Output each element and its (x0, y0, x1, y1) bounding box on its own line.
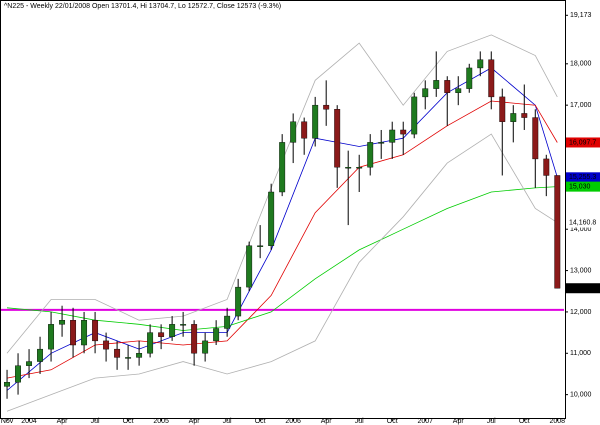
candle-body (488, 59, 495, 98)
y-tick-label: 14,000 (570, 226, 592, 233)
candle-body (103, 340, 110, 350)
x-tick-label: Oct (519, 418, 530, 425)
candle-body (191, 324, 198, 354)
candle-body (279, 142, 286, 193)
price-label-box (566, 217, 600, 228)
candle-body (4, 382, 10, 387)
price-label: 15,030 (569, 183, 591, 190)
candle-body (81, 319, 88, 346)
candle-body (290, 121, 297, 143)
candle-body (224, 315, 231, 329)
indicator-line (6, 133, 558, 412)
price-label: 16,097.7 (569, 139, 596, 146)
candle-body (411, 96, 418, 135)
y-tick-label: 19,173 (570, 12, 592, 19)
x-tick-label: Oct (387, 418, 398, 425)
candle-body (147, 332, 154, 354)
x-tick-label: Oct (123, 418, 134, 425)
price-label-box (566, 172, 600, 183)
candle-body (323, 104, 330, 110)
y-tick-label: 17,000 (570, 102, 592, 109)
candle-body (180, 324, 187, 326)
candle-body (213, 328, 220, 342)
x-tick-label: Apr (57, 418, 69, 425)
x-tick-label: 2006 (285, 418, 301, 425)
candle-body (455, 88, 462, 93)
candle-body (521, 113, 528, 118)
candle-body (400, 129, 407, 135)
candle-body (543, 158, 550, 176)
x-tick-label: Jul (487, 418, 496, 425)
candle-body (136, 353, 143, 358)
y-tick-label: 18,000 (570, 61, 592, 68)
candle-body (367, 142, 374, 168)
candle-body (466, 67, 473, 89)
candle-body (532, 117, 539, 160)
candle-body (235, 286, 242, 317)
candle-body (554, 175, 561, 289)
candle-body (125, 357, 132, 359)
candle-body (422, 88, 429, 98)
candle-body (202, 340, 209, 354)
candle-body (59, 319, 66, 325)
candle-body (312, 104, 319, 139)
candle-body (268, 191, 275, 246)
x-tick-label: Apr (453, 418, 465, 425)
candle-body (26, 361, 33, 366)
candle-body (15, 365, 21, 383)
candle-body (114, 348, 121, 358)
x-tick-label: Jul (355, 418, 364, 425)
indicator-line (6, 186, 558, 331)
x-tick-label: Nov (1, 418, 14, 425)
x-tick-label: Jul (223, 418, 232, 425)
price-label-box (566, 181, 600, 192)
candle-body (499, 96, 506, 122)
x-tick-label: 2007 (417, 418, 433, 425)
y-tick-label: 10,000 (570, 391, 592, 398)
price-label-box (566, 137, 600, 148)
chart-title: ^N225 - Weekly 22/01/2008 Open 13701.4, … (4, 3, 281, 10)
x-tick-label: Jul (91, 418, 100, 425)
candle-body (356, 166, 363, 169)
price-label: 14,160.8 (569, 219, 596, 226)
candle-body (477, 59, 484, 69)
candle-body (92, 319, 99, 342)
candle-body (345, 166, 352, 169)
x-tick-label: 2008 (550, 418, 566, 425)
x-tick-label: Apr (189, 418, 201, 425)
y-tick-label: 13,000 (570, 267, 592, 274)
candle-body (389, 129, 396, 143)
candle-body (301, 121, 308, 139)
candle-body (433, 80, 440, 89)
indicator-line (6, 67, 558, 391)
price-label: 15,255.3 (569, 174, 596, 181)
x-tick-label: 2004 (21, 418, 37, 425)
candle-body (48, 324, 55, 350)
candle-body (246, 245, 253, 288)
candle-body (70, 319, 77, 346)
x-tick-label: Oct (255, 418, 266, 425)
price-label-box (566, 283, 600, 294)
candle-body (37, 348, 44, 362)
y-tick-label: 12,000 (570, 309, 592, 316)
x-tick-label: 2005 (153, 418, 169, 425)
indicator-line (6, 100, 558, 379)
candle-body (158, 332, 165, 337)
y-tick-label: 11,000 (570, 350, 591, 357)
candle-body (334, 109, 341, 168)
x-tick-label: Apr (321, 418, 333, 425)
candle-body (378, 142, 385, 144)
candle-body (444, 80, 451, 93)
candle-body (257, 245, 264, 247)
price-label: 12,573 (569, 285, 591, 292)
candle-body (510, 113, 517, 122)
candle-body (169, 324, 176, 337)
